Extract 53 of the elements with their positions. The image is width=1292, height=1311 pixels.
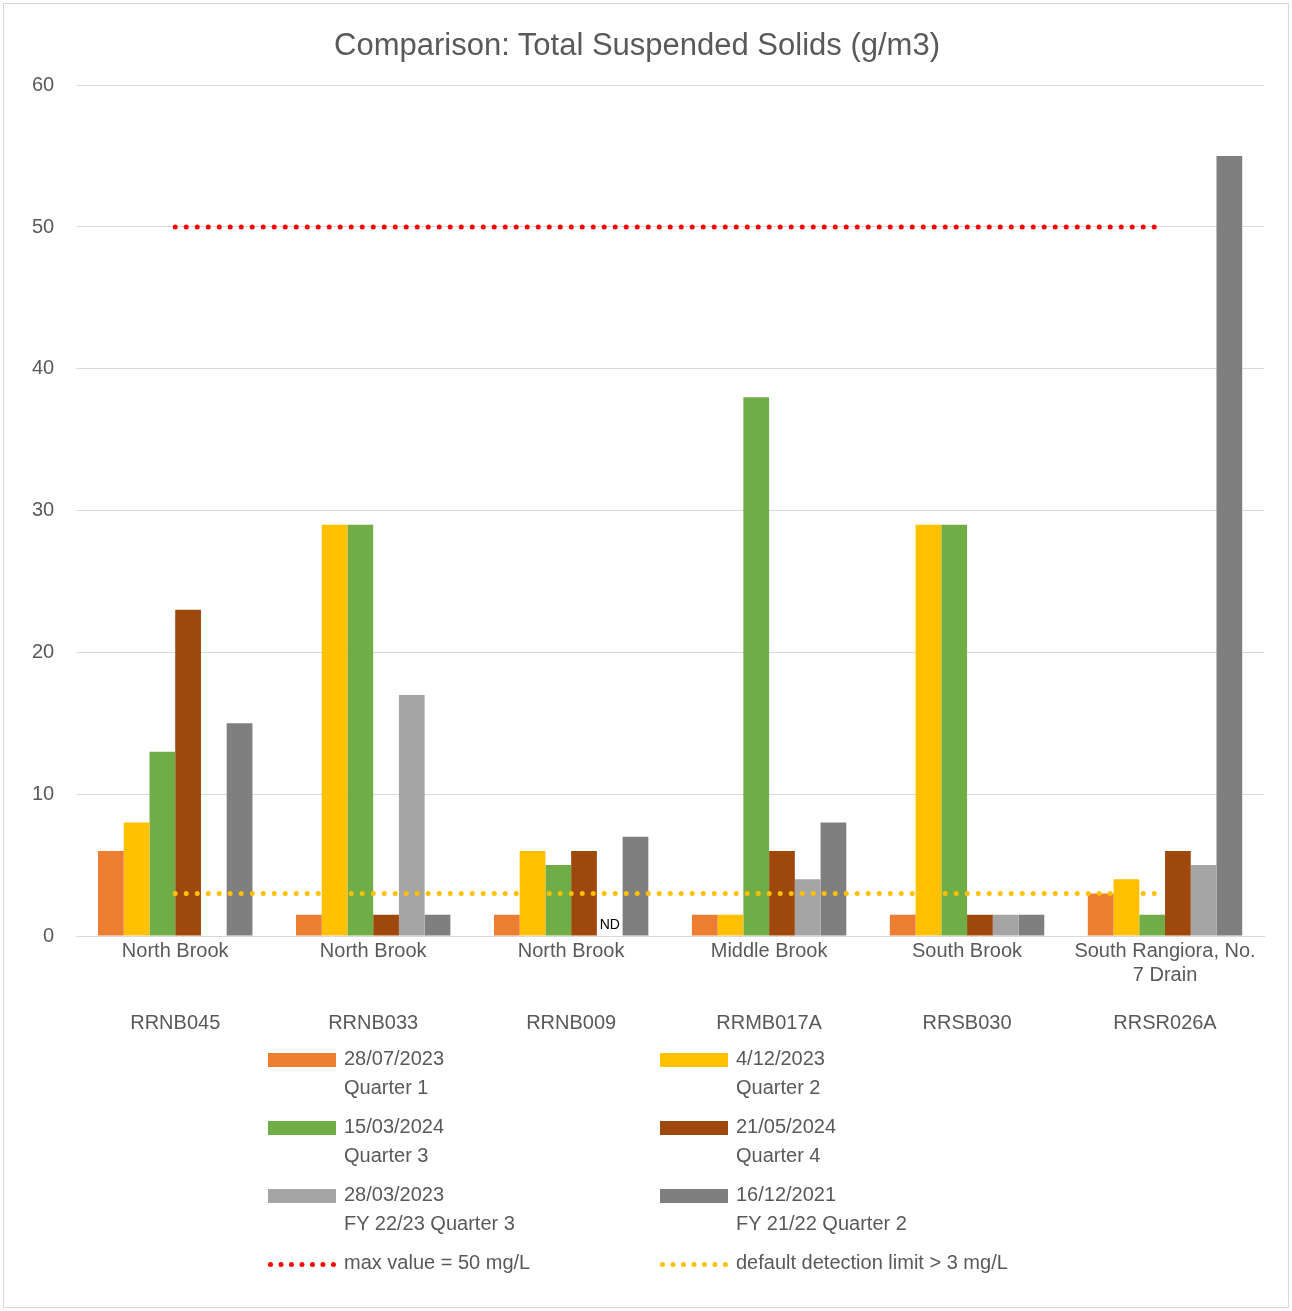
bar [967,914,993,936]
category-label: Middle Brook RRMB017A [710,938,828,1033]
bar [295,914,322,936]
y-tick-label: 20 [32,639,55,662]
category-label: South Rangiora, No. 7 Drain RRSR026A [1074,938,1256,1033]
bar [769,850,795,936]
bar [1165,850,1191,936]
y-tick-label: 0 [43,923,55,946]
legend-label: 15/03/2024 Quarter 3 [344,1114,445,1168]
bar [493,914,520,936]
bar [1216,156,1243,936]
legend-label: 16/12/2021 FY 21/22 Quarter 2 [736,1182,907,1236]
legend-label: 4/12/2023 Quarter 2 [736,1046,825,1100]
bar [175,609,201,936]
bar [545,865,572,936]
bar [1018,914,1045,936]
legend-label: max value = 50 mg/L [344,1250,531,1275]
bar [889,914,916,936]
bar [98,850,124,936]
category-label: South Brook RRSB030 [912,938,1023,1033]
bar [373,914,399,936]
bar [149,751,176,936]
bar [622,836,649,936]
bar [691,914,718,936]
bar [1190,865,1217,936]
category-label: North Brook RRNB033 [319,938,427,1033]
bar [123,822,150,936]
y-tick-label: 10 [32,781,55,804]
bar [1087,893,1114,936]
bar [743,397,770,936]
legend-label: 28/03/2023 FY 22/23 Quarter 3 [344,1182,515,1236]
bar [398,694,425,936]
bar [571,850,597,936]
bar [226,723,253,936]
bar [820,822,847,936]
text: ND [599,915,620,932]
bar [717,914,744,936]
bar [992,914,1019,936]
bar [424,914,451,936]
bar [1139,914,1166,936]
y-tick-label: 50 [32,214,55,237]
y-tick-label: 40 [32,356,55,379]
bar [347,524,374,936]
bar [941,524,968,936]
legend-label: 28/07/2023 Quarter 1 [344,1046,445,1100]
y-tick-label: 30 [32,498,55,521]
category-label: North Brook RRNB009 [517,938,625,1033]
bar [794,879,821,936]
category-label: North Brook RRNB045 [121,938,229,1033]
legend-label: default detection limit > 3 mg/L [736,1250,1008,1275]
chart-title: Comparison: Total Suspended Solids (g/m3) [334,27,940,63]
legend-label: 21/05/2024 Quarter 4 [736,1114,837,1168]
y-tick-label: 60 [32,72,55,95]
